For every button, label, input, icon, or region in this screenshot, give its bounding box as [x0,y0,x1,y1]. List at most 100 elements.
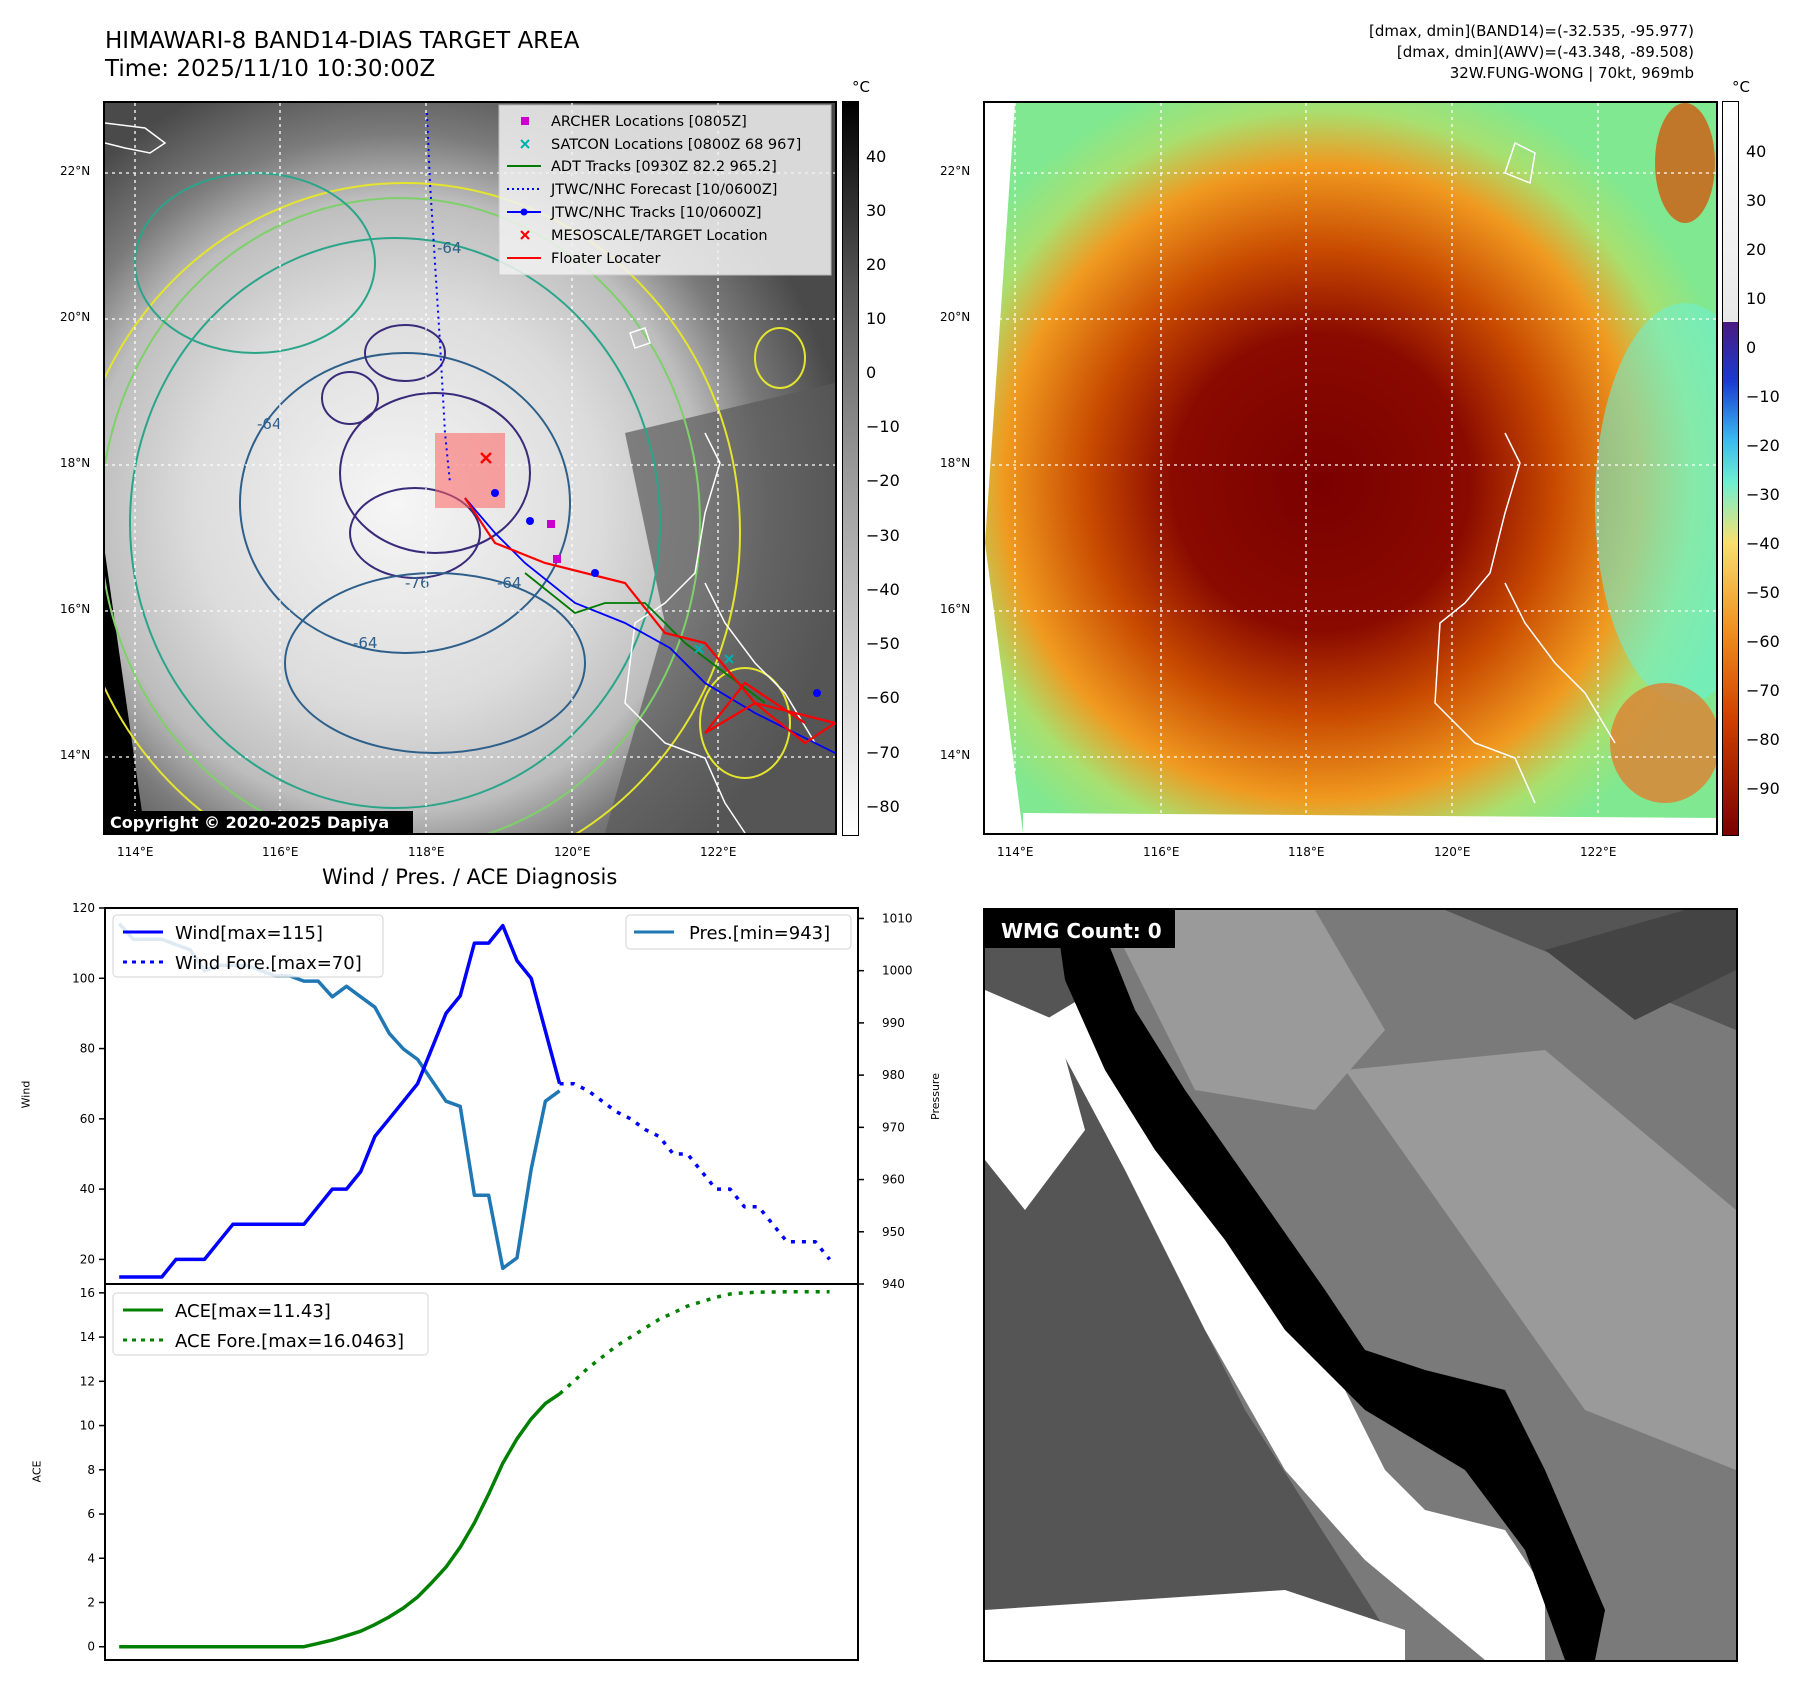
map-contour-labels: -64 -64 -76 -64 -64 [257,239,522,652]
map2-lat-label-18: 18°N [940,456,971,470]
legend-ace-fore-label: ACE Fore.[max=16.0463] [175,1331,404,1352]
legend-mesoscale: MESOSCALE/TARGET Location [520,228,768,244]
map2-lat-label-16: 16°N [940,602,971,616]
map1-lat-label-22: 22°N [60,164,91,178]
wind-line [119,923,562,1279]
map1-lat-label-14: 14°N [60,748,91,762]
map2-lat-label-20: 20°N [940,310,971,324]
color-tick: −10 [1746,387,1780,406]
wmg-count-label: WMG Count: 0 [1001,919,1162,943]
legend-jtwc-forecast: JTWC/NHC Forecast [10/0600Z] [507,182,777,198]
map1-lat-label-18: 18°N [60,456,91,470]
color-tick: 0 [1746,338,1757,357]
gray-tick: 20 [866,255,887,274]
ace-line [119,1392,561,1649]
wind-legend: Wind[max=115] Wind Fore.[max=70] [112,914,384,978]
gray-tick: 10 [866,309,887,328]
color-colorbar [1722,101,1739,836]
copyright-label: Copyright © 2020-2025 Dapiya [110,813,389,832]
color-tick: −20 [1746,436,1780,455]
lat-lon-grid [105,103,835,833]
legend-archer: ARCHER Locations [0805Z] [521,114,747,130]
ace-axes-frame [104,1283,859,1661]
legend-pres-label: Pres.[min=943] [689,923,830,944]
gray-tick: 0 [866,363,877,382]
pressure-ylabel: Pressure [928,1073,942,1120]
satcon-locations [694,644,734,664]
ace-ytick-label: 6 [87,1507,95,1521]
color-tick: −80 [1746,730,1780,749]
wind-ylabel: Wind [19,1080,33,1109]
map-contours [105,172,806,833]
legend-wind-fore-label: Wind Fore.[max=70] [175,953,362,974]
pres-ytick-label: 940 [882,1277,905,1291]
wind-ytick-label: 100 [72,971,95,985]
jtwc-track-points [491,489,821,697]
map1-lon-label-116: 116°E [262,845,299,859]
awv-grid [985,103,1716,833]
wind-ytick-label: 120 [72,901,95,915]
color-tick: −70 [1746,681,1780,700]
legend-floater: Floater Locater [507,251,660,267]
svg-text:ADT Tracks [0930Z 82.2 965.2]: ADT Tracks [0930Z 82.2 965.2] [551,159,777,175]
ace-ytick-label: 16 [80,1286,95,1300]
pres-ytick-label: 1000 [882,964,913,978]
info-line1: [dmax, dmin](BAND14)=(-32.535, -95.977) [1369,22,1694,40]
awv-map [985,103,1716,833]
wind-ytick-label: 20 [80,1252,95,1266]
pres-legend: Pres.[min=943] [625,914,852,950]
pres-ytick-label: 970 [882,1120,905,1134]
figure-title-line2: Time: 2025/11/10 10:30:00Z [105,56,436,82]
gray-tick: −60 [866,688,900,707]
target-location-marker [480,452,492,464]
ace-ytick-label: 12 [80,1374,95,1388]
map2-lon-label-120: 120°E [1434,845,1471,859]
wind-ytick-label: 80 [80,1042,95,1056]
legend-wind-label: Wind[max=115] [175,923,323,944]
legend-satcon: SATCON Locations [0800Z 68 967] [520,137,801,153]
map2-lon-label-122: 122°E [1580,845,1617,859]
color-tick: −40 [1746,534,1780,553]
color-tick: 10 [1746,289,1767,308]
svg-text:-64: -64 [353,634,378,652]
gray-colorbar [842,101,859,836]
pres-ytick-label: 960 [882,1173,905,1187]
gray-tick: −30 [866,526,900,545]
map1-lon-label-118: 118°E [408,845,445,859]
gray-tick: −70 [866,743,900,762]
ace-ytick-label: 0 [87,1640,95,1654]
map2-lat-label-22: 22°N [940,164,971,178]
gray-tick: −40 [866,580,900,599]
map2-lon-label-118: 118°E [1288,845,1325,859]
wmg-panel: WMG Count: 0 [983,908,1738,1662]
svg-text:-76: -76 [405,574,430,592]
svg-text:JTWC/NHC Tracks [10/0600Z]: JTWC/NHC Tracks [10/0600Z] [550,205,762,221]
svg-text:SATCON Locations [0800Z 68 967: SATCON Locations [0800Z 68 967] [551,137,801,153]
ace-ytick-label: 8 [87,1463,95,1477]
svg-text:JTWC/NHC Forecast [10/0600Z]: JTWC/NHC Forecast [10/0600Z] [550,182,777,198]
ace-ytick-label: 10 [80,1419,95,1433]
color-tick: −50 [1746,583,1780,602]
floater-locater [464,497,835,745]
wmg-image: WMG Count: 0 [985,910,1736,1660]
wind-axes-frame [104,907,859,1285]
gray-colorbar-unit: °C [852,78,870,96]
gray-tick: 30 [866,201,887,220]
svg-text:-64: -64 [257,415,282,433]
color-tick: −30 [1746,485,1780,504]
ace-ytick-label: 2 [87,1595,95,1609]
color-tick: 20 [1746,240,1767,259]
map2-lon-label-116: 116°E [1143,845,1180,859]
color-tick: −60 [1746,632,1780,651]
map2-lat-label-14: 14°N [940,748,971,762]
map-legend: ARCHER Locations [0805Z] SATCON Location… [498,104,832,276]
adt-track [524,572,766,704]
svg-text:MESOSCALE/TARGET Location: MESOSCALE/TARGET Location [551,228,768,244]
map2-lon-label-114: 114°E [997,845,1034,859]
svg-text:-64: -64 [497,574,522,592]
color-tick: −90 [1746,779,1780,798]
map1-lon-label-120: 120°E [554,845,591,859]
color-colorbar-unit: °C [1732,78,1750,96]
pres-ytick-label: 980 [882,1068,905,1082]
pres-ytick-label: 990 [882,1016,905,1030]
